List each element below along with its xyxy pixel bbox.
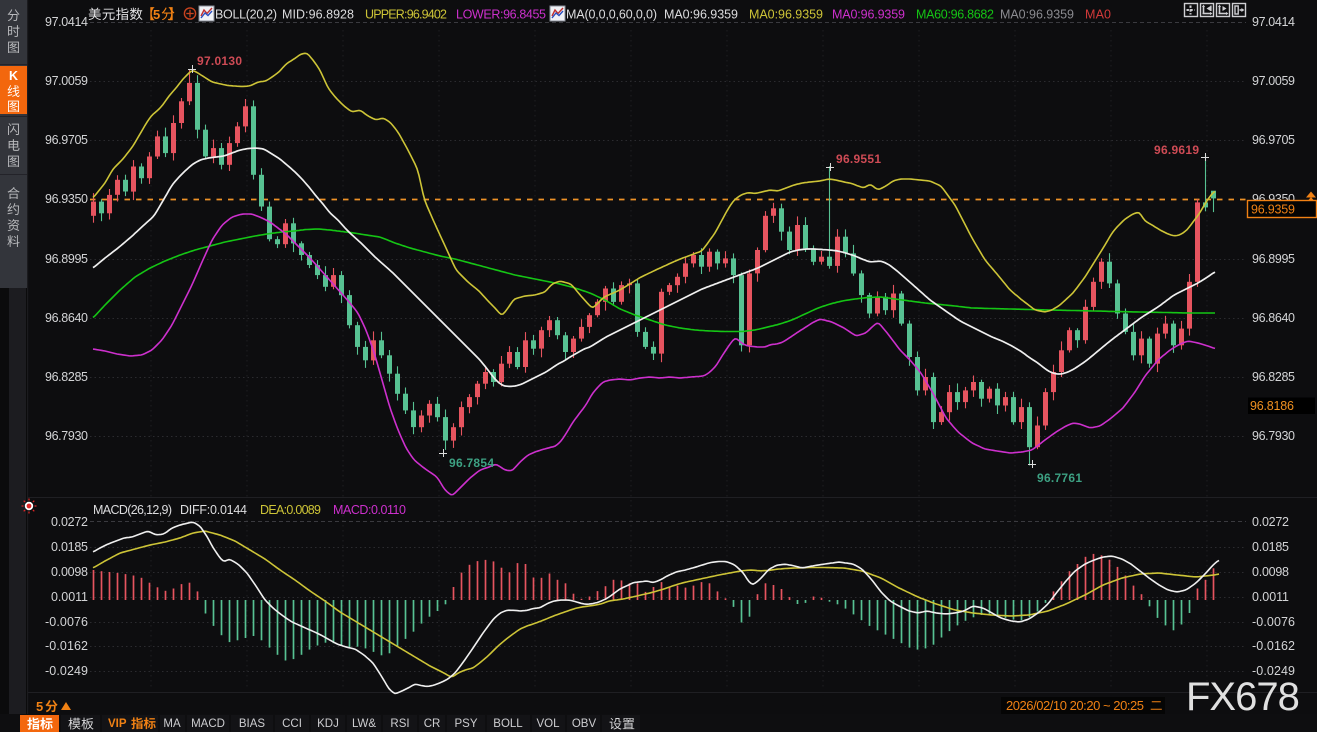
svg-text:VOL: VOL [536,718,560,730]
svg-text:0.0098: 0.0098 [1252,565,1289,579]
svg-text:96.7854: 96.7854 [449,456,494,470]
svg-text:VIP: VIP [108,718,127,730]
svg-text:LW&: LW& [352,718,376,730]
svg-text:OBV: OBV [572,718,597,730]
svg-text:97.0130: 97.0130 [197,54,242,68]
svg-text:FX678: FX678 [1186,675,1299,719]
svg-text:-0.0249: -0.0249 [1252,664,1295,678]
svg-text:MACD(26,12,9): MACD(26,12,9) [93,503,172,517]
svg-text:MA(0,0,0,60,0,0): MA(0,0,0,60,0,0) [566,8,657,22]
svg-text:K: K [9,69,18,83]
svg-text:0.0185: 0.0185 [1252,540,1289,554]
svg-text:LOWER:96.8455: LOWER:96.8455 [456,8,546,22]
svg-text:DEA:0.0089: DEA:0.0089 [260,503,321,517]
svg-text:96.9705: 96.9705 [1252,133,1295,147]
svg-text:5: 5 [153,7,160,22]
svg-text:MA0:96.9359: MA0:96.9359 [832,8,905,22]
svg-text:0.0011: 0.0011 [1252,590,1289,604]
svg-text:0.0272: 0.0272 [1252,515,1289,529]
svg-text:-0.0162: -0.0162 [45,639,88,653]
svg-text:0.0185: 0.0185 [51,540,88,554]
svg-text:MA0: MA0 [1085,8,1111,22]
svg-text:BOLL(20,2): BOLL(20,2) [215,8,277,22]
svg-text:MA0:96.9359: MA0:96.9359 [1000,8,1074,22]
svg-text:RSI: RSI [390,718,409,730]
svg-text:0.0011: 0.0011 [51,590,88,604]
svg-text:-0.0076: -0.0076 [45,615,88,629]
svg-text:96.8285: 96.8285 [1252,370,1295,384]
svg-text:MA0:96.9359: MA0:96.9359 [749,8,823,22]
svg-text:5: 5 [36,699,43,714]
svg-text:MA: MA [163,718,181,730]
svg-text:96.9551: 96.9551 [836,152,881,166]
svg-text:0.0272: 0.0272 [51,515,88,529]
svg-text:-0.0076: -0.0076 [1252,615,1295,629]
svg-text:96.9619: 96.9619 [1154,143,1199,157]
svg-text:MA60:96.8682: MA60:96.8682 [916,8,994,22]
svg-text:97.0414: 97.0414 [45,15,88,29]
svg-text:96.7930: 96.7930 [45,429,88,443]
svg-text:96.8640: 96.8640 [1252,311,1295,325]
svg-text:MA0:96.9359: MA0:96.9359 [664,8,738,22]
svg-text:96.8995: 96.8995 [45,252,88,266]
svg-text:2026/02/10 20:20 ~ 20:25: 2026/02/10 20:20 ~ 20:25 [1006,698,1144,713]
svg-text:96.7930: 96.7930 [1252,429,1295,443]
svg-text:BIAS: BIAS [239,718,266,730]
svg-text:KDJ: KDJ [317,718,339,730]
svg-text:-0.0249: -0.0249 [45,664,88,678]
svg-text:96.8995: 96.8995 [1252,252,1295,266]
svg-text:96.9350: 96.9350 [45,192,88,206]
svg-text:0.0098: 0.0098 [51,565,88,579]
svg-text:UPPER:96.9402: UPPER:96.9402 [365,8,447,22]
svg-text:96.8640: 96.8640 [45,311,88,325]
svg-text:MID:96.8928: MID:96.8928 [282,8,354,22]
svg-text:96.7761: 96.7761 [1037,471,1082,485]
svg-text:96.8186: 96.8186 [1250,399,1294,413]
svg-text:96.8285: 96.8285 [45,370,88,384]
svg-text:MACD: MACD [191,718,225,730]
svg-text:97.0414: 97.0414 [1252,15,1295,29]
svg-text:97.0059: 97.0059 [45,74,88,88]
svg-text:97.0059: 97.0059 [1252,74,1295,88]
svg-text:CR: CR [424,718,441,730]
svg-text:-0.0162: -0.0162 [1252,639,1295,653]
svg-text:96.9359: 96.9359 [1251,203,1295,217]
svg-text:96.9705: 96.9705 [45,133,88,147]
svg-text:MACD:0.0110: MACD:0.0110 [333,503,406,517]
svg-text:DIFF:0.0144: DIFF:0.0144 [180,503,247,517]
svg-text:CCI: CCI [282,718,302,730]
svg-text:BOLL: BOLL [493,718,523,730]
svg-text:PSY: PSY [454,718,477,730]
